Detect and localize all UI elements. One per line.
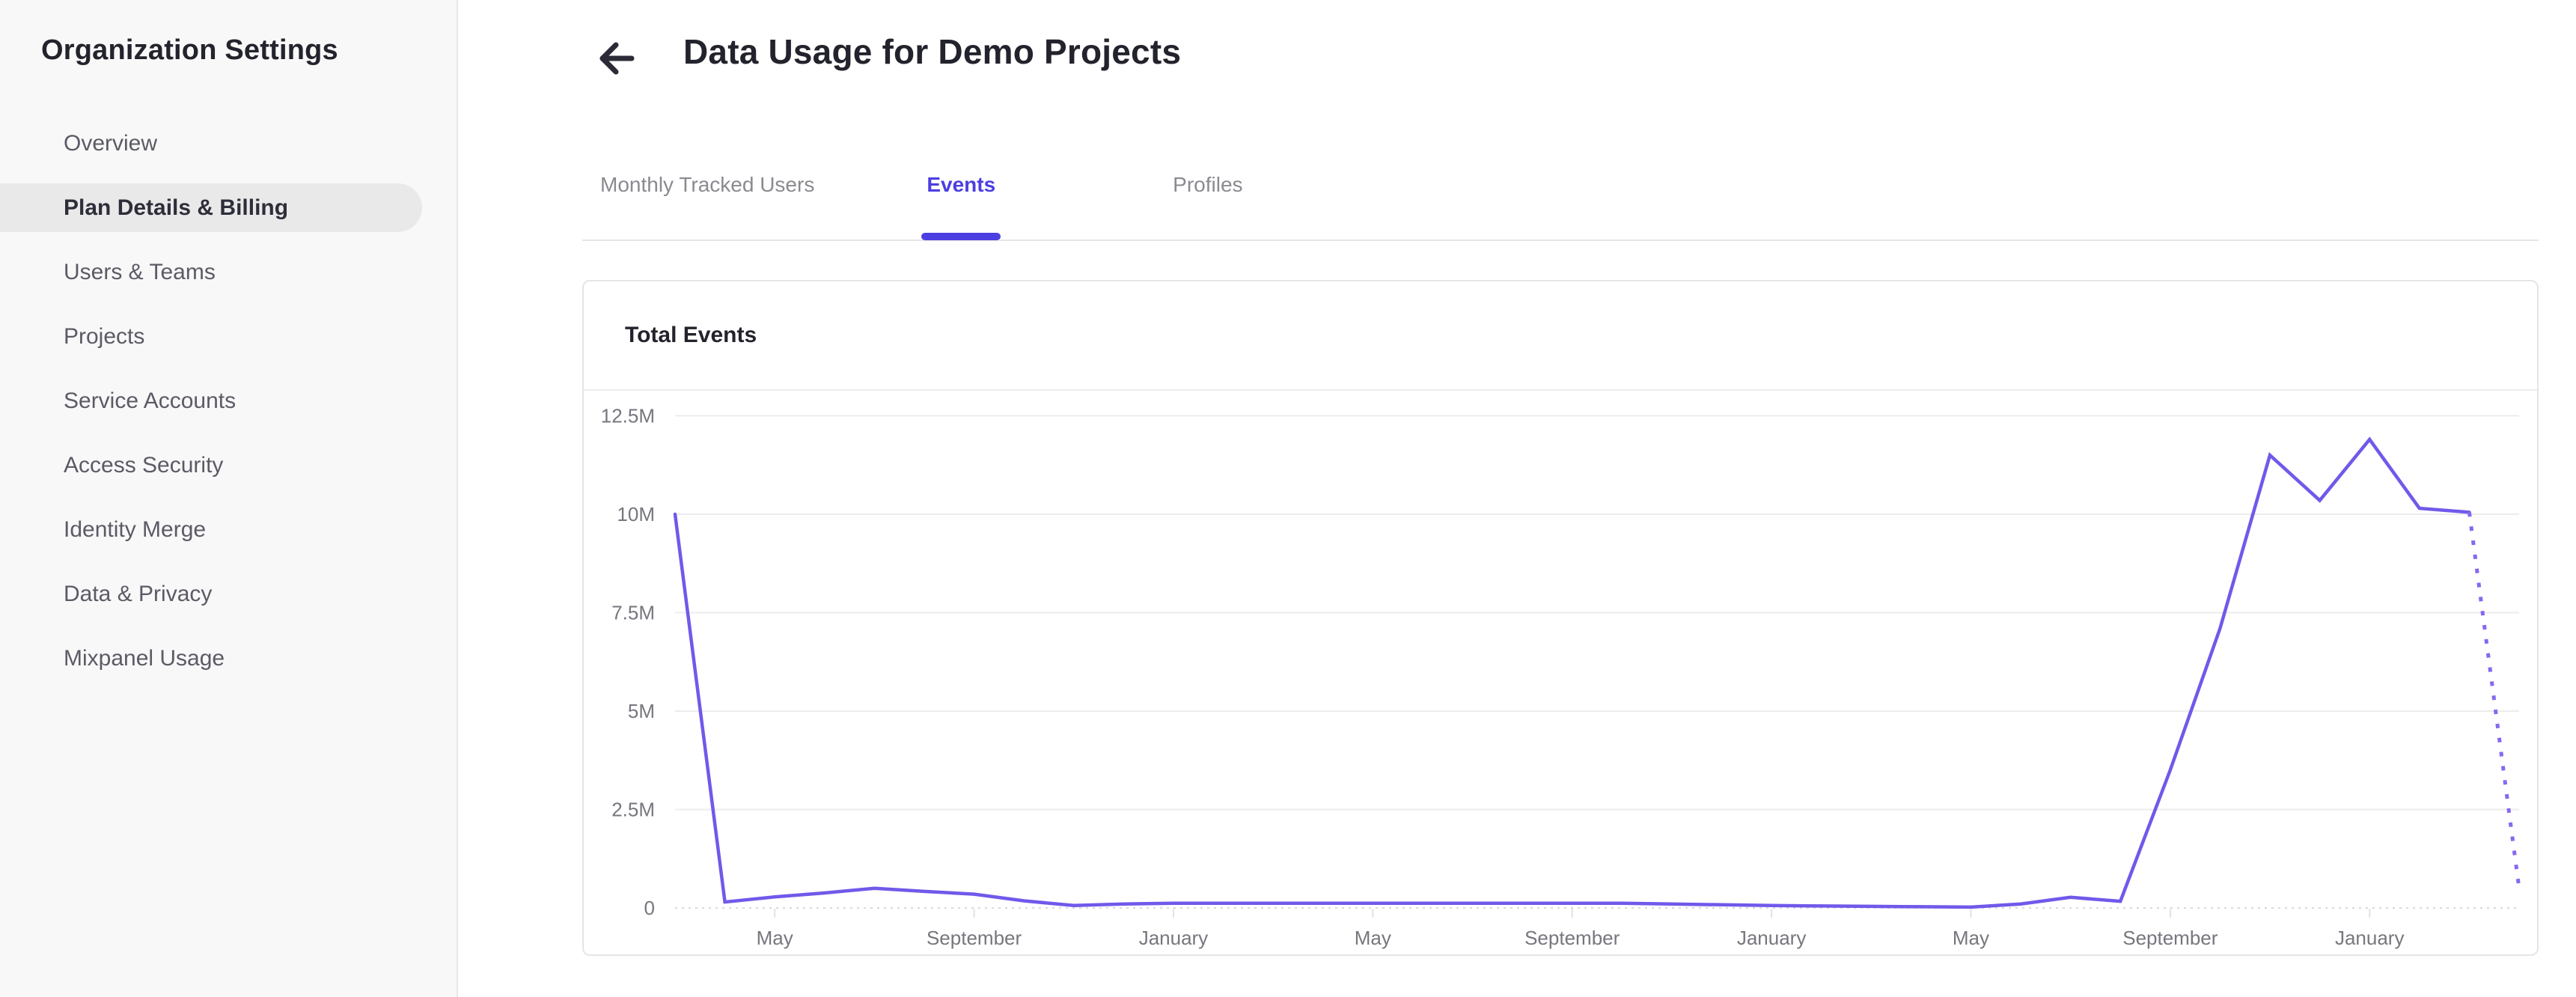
tab-monthly-tracked-users[interactable]: Monthly Tracked Users xyxy=(600,173,815,196)
y-tick-label: 0 xyxy=(644,897,655,919)
tab-profiles[interactable]: Profiles xyxy=(1173,173,1243,196)
organization-settings-sidebar: Organization Settings Overview Plan Deta… xyxy=(0,0,458,997)
y-tick-label: 5M xyxy=(628,700,655,722)
x-tick-label: January xyxy=(1139,927,1209,949)
x-tick-label: May xyxy=(757,927,793,949)
x-tick-label: May xyxy=(1355,927,1391,949)
sidebar-item-overview[interactable]: Overview xyxy=(64,131,158,156)
x-tick-label: January xyxy=(1737,927,1807,949)
x-tick-label: January xyxy=(2335,927,2405,949)
back-button[interactable] xyxy=(596,37,638,79)
x-tick-label: May xyxy=(1953,927,1989,949)
tab-events-label: Events xyxy=(927,173,996,196)
y-tick-label: 7.5M xyxy=(611,602,655,624)
card-title: Total Events xyxy=(625,323,757,347)
sidebar-item-users-teams[interactable]: Users & Teams xyxy=(64,260,216,284)
sidebar-item-service-accounts[interactable]: Service Accounts xyxy=(64,388,236,413)
back-arrow-icon xyxy=(596,42,638,82)
sidebar-item-projects[interactable]: Projects xyxy=(64,324,145,349)
x-tick-label: September xyxy=(927,927,1022,949)
sidebar-title: Organization Settings xyxy=(41,34,338,66)
events-chart-svg: 0 2.5M 5M 7.5M 10M 12.5M May September January Ma… xyxy=(601,405,2521,949)
active-tab-underline xyxy=(921,233,1001,240)
tab-events[interactable]: Events xyxy=(921,161,1001,240)
page-title: Data Usage for Demo Projects xyxy=(683,32,1182,71)
sidebar-item-data-privacy[interactable]: Data & Privacy xyxy=(64,582,213,606)
y-tick-label: 12.5M xyxy=(601,405,655,427)
sidebar-item-access-security[interactable]: Access Security xyxy=(64,453,224,478)
x-tick-label: September xyxy=(2122,927,2218,949)
y-tick-label: 2.5M xyxy=(611,799,655,821)
total-events-card: Total Events 0 2.5M 5M 7.5M 10M 12.5M May Septe… xyxy=(582,280,2539,956)
sidebar-item-plan-details-billing[interactable]: Plan Details & Billing xyxy=(0,183,422,232)
x-tick-label: September xyxy=(1524,927,1620,949)
sidebar-nav: Overview Plan Details & Billing Users & … xyxy=(0,112,458,691)
events-line-projected xyxy=(2467,512,2521,889)
sidebar-item-identity-merge[interactable]: Identity Merge xyxy=(64,517,207,542)
y-tick-label: 10M xyxy=(617,503,655,525)
sidebar-item-mixpanel-usage[interactable]: Mixpanel Usage xyxy=(64,646,225,671)
usage-tabs: Monthly Tracked Users Events Profiles xyxy=(582,161,2539,241)
events-line-solid xyxy=(673,436,2471,909)
total-events-chart[interactable]: 0 2.5M 5M 7.5M 10M 12.5M May September January Ma… xyxy=(584,281,2537,954)
card-header: Total Events xyxy=(584,281,2537,391)
